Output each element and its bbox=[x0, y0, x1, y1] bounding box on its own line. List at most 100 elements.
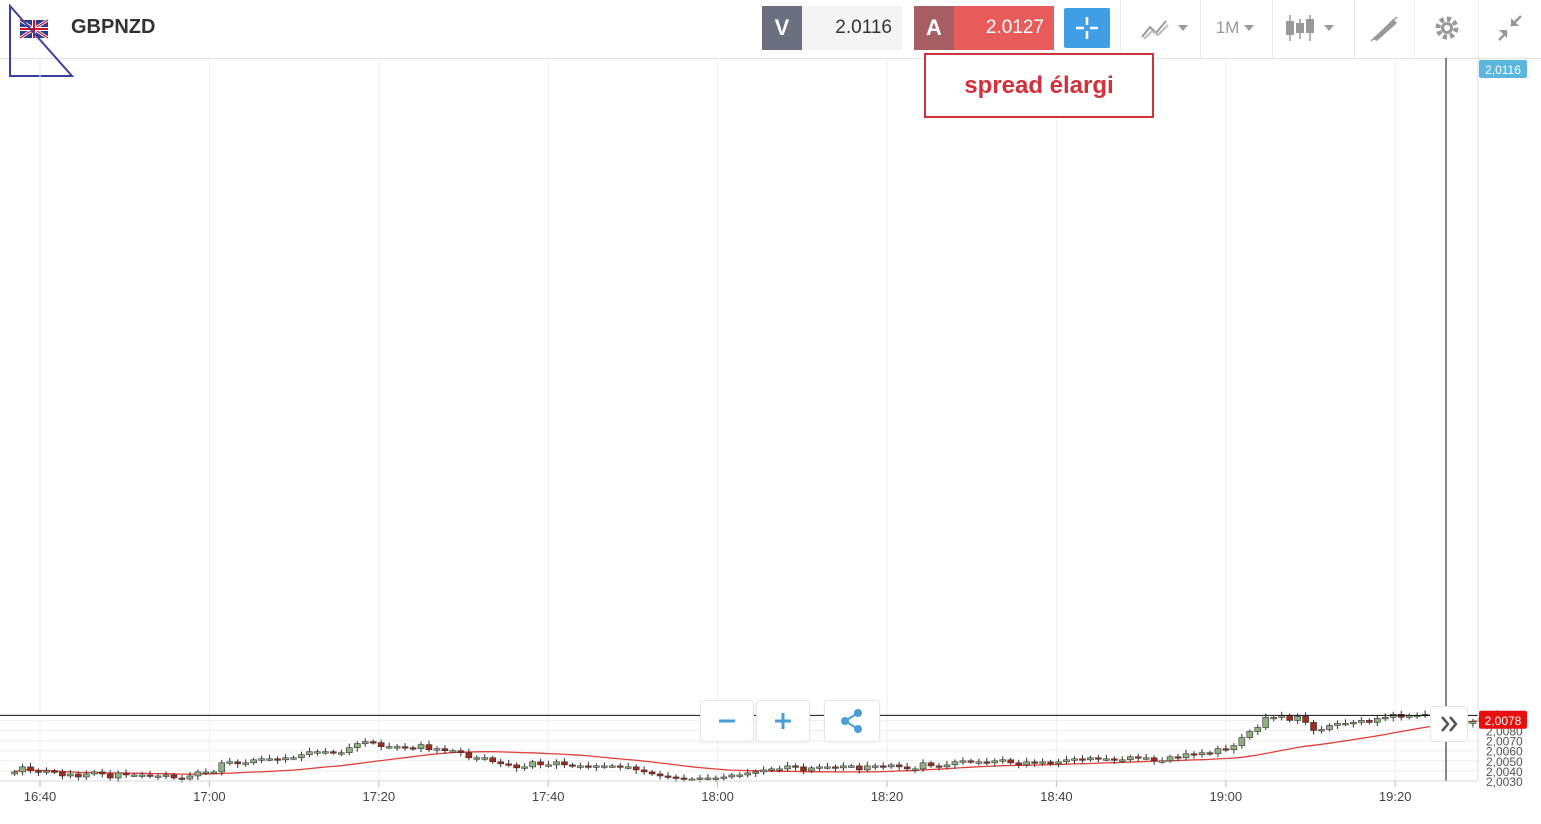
candle-body bbox=[959, 760, 967, 763]
candle-body bbox=[975, 761, 983, 764]
candle-body bbox=[624, 766, 632, 769]
candle-body bbox=[704, 777, 712, 780]
sell-price: 2.0116 bbox=[802, 6, 902, 50]
timeframe-button[interactable]: 1M bbox=[1208, 8, 1264, 48]
crosshair-button[interactable] bbox=[1064, 8, 1110, 48]
x-tick-label: 17:40 bbox=[532, 789, 565, 804]
x-tick-label: 19:00 bbox=[1210, 789, 1243, 804]
buy-quote[interactable]: A 2.0127 bbox=[914, 6, 1054, 50]
candle-body bbox=[640, 769, 648, 773]
candle-body bbox=[1023, 761, 1030, 766]
candle-body bbox=[999, 759, 1007, 762]
candle-body bbox=[784, 765, 791, 770]
axes: 2,00302,00402,00502,00602,00702,00802,00… bbox=[0, 58, 1527, 804]
candles bbox=[11, 710, 1501, 783]
candle-body bbox=[138, 774, 146, 777]
candle-body bbox=[489, 757, 497, 763]
y-tick-label: 2,0070 bbox=[1486, 735, 1523, 749]
candle-body bbox=[577, 765, 584, 768]
candle-body bbox=[114, 772, 122, 779]
draw-button[interactable] bbox=[1364, 8, 1404, 48]
candle-body bbox=[1142, 757, 1150, 760]
candle-body bbox=[856, 765, 863, 771]
expand-button[interactable] bbox=[1430, 706, 1468, 742]
candle-body bbox=[1063, 759, 1070, 763]
candle-body bbox=[1182, 753, 1190, 759]
candle-body bbox=[353, 743, 361, 748]
candle-body bbox=[83, 773, 90, 778]
candle-body bbox=[425, 744, 433, 750]
candle-body bbox=[1103, 758, 1110, 761]
separator bbox=[1478, 0, 1479, 58]
candle-body bbox=[433, 748, 441, 751]
candles-button[interactable] bbox=[1282, 8, 1344, 48]
candle-body bbox=[840, 765, 847, 769]
candle-body bbox=[1294, 716, 1301, 721]
candle-body bbox=[497, 761, 505, 765]
candle-body bbox=[561, 761, 568, 766]
candle-body bbox=[983, 761, 991, 764]
separator bbox=[1120, 0, 1121, 58]
x-tick-label: 18:00 bbox=[701, 789, 734, 804]
candle-body bbox=[760, 769, 767, 773]
candle-body bbox=[585, 765, 592, 768]
candle-body bbox=[1230, 745, 1238, 750]
zoom-out-button[interactable] bbox=[700, 700, 754, 742]
candle-body bbox=[202, 771, 210, 774]
candle-body bbox=[1342, 723, 1349, 726]
candle-body bbox=[967, 760, 975, 763]
candle-body bbox=[473, 757, 481, 760]
x-tick-label: 16:40 bbox=[24, 789, 57, 804]
candle-body bbox=[1087, 757, 1094, 761]
share-icon bbox=[841, 709, 862, 733]
candle-body bbox=[903, 766, 911, 770]
candle-body bbox=[282, 757, 289, 761]
draw-icon bbox=[1370, 16, 1398, 42]
candle-body bbox=[1262, 717, 1270, 728]
collapse-button[interactable] bbox=[1488, 8, 1530, 48]
candle-body bbox=[11, 771, 18, 775]
sell-badge: V bbox=[762, 6, 802, 50]
candle-body bbox=[417, 744, 425, 749]
candle-body bbox=[441, 748, 449, 751]
zoom-in-button[interactable] bbox=[756, 700, 810, 742]
candle-body bbox=[369, 741, 377, 744]
candle-body bbox=[361, 741, 369, 744]
candle-body bbox=[1174, 756, 1182, 759]
candle-body bbox=[601, 765, 608, 768]
candle-body bbox=[808, 767, 815, 772]
separator bbox=[1414, 0, 1415, 58]
y-tick-label: 2,0040 bbox=[1486, 765, 1523, 779]
share-button[interactable] bbox=[824, 700, 880, 742]
chart-type-button[interactable] bbox=[1134, 8, 1194, 48]
separator bbox=[1200, 0, 1201, 58]
candle-body bbox=[1055, 761, 1062, 765]
candle-body bbox=[106, 773, 114, 779]
price-chart[interactable]: 2,00302,00402,00502,00602,00702,00802,00… bbox=[0, 58, 1541, 824]
candle-body bbox=[481, 757, 489, 760]
settings-button[interactable] bbox=[1426, 8, 1468, 48]
candle-body bbox=[1134, 756, 1142, 759]
candle-body bbox=[393, 746, 401, 749]
candle-body bbox=[529, 761, 536, 768]
candle-body bbox=[848, 765, 855, 768]
candle-body bbox=[1190, 753, 1198, 756]
toolbar: GBPNZD V 2.0116 A 2.0127 1M bbox=[0, 0, 1541, 77]
candle-body bbox=[401, 746, 409, 749]
candle-body bbox=[266, 758, 273, 761]
candle-body bbox=[1158, 760, 1166, 763]
candle-body bbox=[1238, 737, 1246, 746]
candle-body bbox=[242, 762, 249, 765]
candle-body bbox=[513, 764, 520, 769]
candle-body bbox=[465, 752, 473, 759]
candle-body bbox=[991, 760, 999, 764]
candle-body bbox=[385, 746, 393, 749]
candle-body bbox=[680, 777, 688, 780]
candle-body bbox=[816, 766, 823, 769]
candle-body bbox=[1326, 725, 1333, 730]
candle-body bbox=[736, 774, 744, 777]
cursor-lines bbox=[0, 58, 1478, 781]
candle-body bbox=[1318, 729, 1325, 732]
sell-quote[interactable]: V 2.0116 bbox=[762, 6, 902, 50]
candle-body bbox=[593, 765, 600, 768]
